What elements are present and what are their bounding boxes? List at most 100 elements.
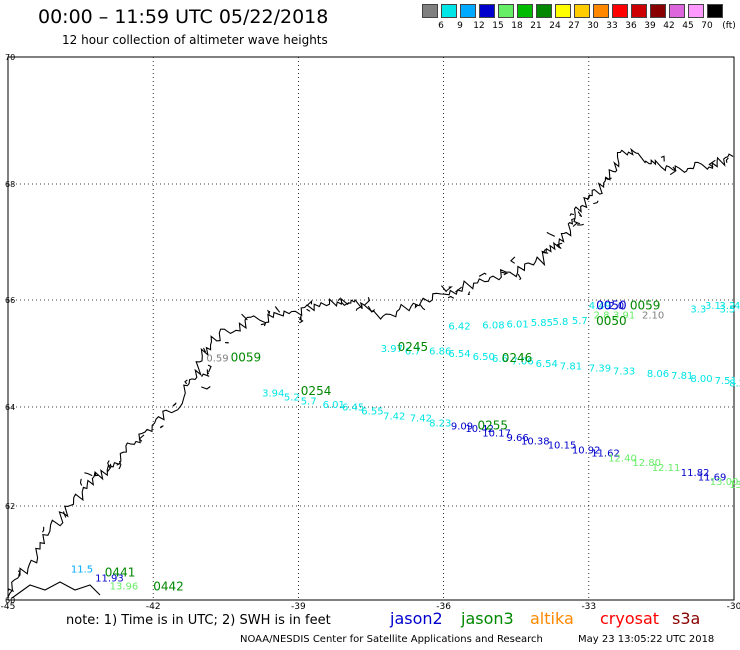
fjord-segment <box>337 297 341 302</box>
wave-height-label: 6.55 <box>361 406 383 417</box>
fjord-segment <box>478 272 487 277</box>
wave-height-label: 11.5 <box>71 565 93 576</box>
fjord-segment <box>546 231 556 237</box>
wave-height-label: 8.26 <box>729 379 740 390</box>
fjord-segment <box>708 159 716 168</box>
wave-height-label: 6.7 <box>405 347 421 358</box>
wave-height-label: 13.96 <box>110 582 139 593</box>
fjord-segment <box>267 309 271 316</box>
wave-height-label: 3.2 <box>720 301 736 312</box>
fjord-segment <box>445 286 453 292</box>
wave-height-label: 10.92 <box>572 446 601 457</box>
fjord-segment <box>510 256 516 264</box>
scale-tick-label: 30 <box>587 21 599 31</box>
scale-tick-label: 39 <box>644 21 656 31</box>
scale-swatch <box>479 4 495 18</box>
wave-height-label: 5.7 <box>301 396 317 407</box>
fjord-segment <box>542 248 549 254</box>
scale-tick-label: 27 <box>568 21 580 31</box>
fjord-segment <box>206 369 210 376</box>
latitude-tick-label: 60 <box>5 596 15 605</box>
fjord-segment <box>576 223 584 226</box>
wave-height-label: 6.42 <box>448 321 470 332</box>
wave-height-label: 6.01 <box>507 319 529 330</box>
wave-height-label: 3.94 <box>262 388 284 399</box>
scale-tick-label: 12 <box>473 21 485 31</box>
wave-height-label: 11.69 <box>698 472 727 483</box>
wave-height-label: 0.59 <box>206 354 228 365</box>
fjord-segment <box>298 318 304 324</box>
wave-height-label: 7.42 <box>410 413 432 424</box>
wave-height-label: 7.39 <box>589 364 611 375</box>
wave-height-label: 10.38 <box>521 437 550 448</box>
scale-unit-label: (ft) <box>722 21 736 31</box>
fjord-segment <box>363 297 371 306</box>
fjord-segment <box>116 460 122 466</box>
wave-height-label: 8.00 <box>690 374 712 385</box>
scale-swatch <box>612 4 628 18</box>
fjord-segment <box>660 155 665 162</box>
scale-swatch <box>555 4 571 18</box>
latitude-tick-label: 64 <box>5 403 15 412</box>
longitude-tick-label: -39 <box>291 602 306 612</box>
wave-height-label: 5.85 <box>531 318 553 329</box>
fjord-segment <box>172 402 177 407</box>
chart-title: 00:00 – 11:59 UTC 05/22/2018 <box>38 6 329 28</box>
wave-height-label: 6.86 <box>429 347 451 358</box>
wave-height-label: 9.66 <box>507 433 529 444</box>
wave-height-label: 9.09 <box>451 421 473 432</box>
scale-tick-label: 6 <box>438 21 444 31</box>
longitude-tick-label: -42 <box>146 602 161 612</box>
fjord-segment <box>604 177 612 181</box>
fjord-segment <box>7 588 15 592</box>
wave-height-label: 5.8 <box>553 317 569 328</box>
fjord-segment <box>573 217 581 225</box>
fjord-segment <box>367 305 376 313</box>
scale-swatch <box>707 4 723 18</box>
fjord-segment <box>593 200 599 205</box>
fjord-segment <box>42 526 45 533</box>
wave-height-label: 7.81 <box>560 362 582 373</box>
scale-tick-label: 24 <box>549 21 561 31</box>
fjord-segment <box>118 463 122 470</box>
chart-subtitle: 12 hour collection of altimeter wave hei… <box>62 33 328 47</box>
wave-height-label: 12.40 <box>608 454 637 465</box>
longitude-tick-label: -36 <box>436 602 451 612</box>
wave-height-label: 11.82 <box>681 468 710 479</box>
wave-height-label: 10.15 <box>548 441 577 452</box>
longitude-tick-label: -33 <box>581 602 596 612</box>
wave-height-label: 3.1 <box>705 301 721 312</box>
scale-swatch <box>593 4 609 18</box>
satellite-legend-s3a: s3a <box>672 609 701 628</box>
longitude-tick-label: -30 <box>727 602 740 612</box>
wave-height-label: 3.97 <box>381 344 403 355</box>
fjord-segment <box>224 341 229 344</box>
fjord-segment <box>159 425 164 429</box>
wave-height-label: 6.45 <box>342 403 364 414</box>
fjord-segment <box>587 194 591 201</box>
fjord-segment <box>419 303 426 311</box>
scale-tick-label: 36 <box>625 21 637 31</box>
fjord-segment <box>306 308 311 312</box>
pass-time-label: 0441 <box>105 566 136 580</box>
scale-tick-label: 9 <box>457 21 463 31</box>
pass-time-label: 0050 <box>596 299 627 313</box>
map-frame <box>7 56 735 601</box>
scale-swatch <box>574 4 590 18</box>
generation-timestamp: May 23 13:05:22 UTC 2018 <box>578 634 715 645</box>
scale-swatch <box>422 4 438 18</box>
scale-swatch <box>460 4 476 18</box>
pass-time-label: 0254 <box>301 384 332 398</box>
wave-height-label: 7.42 <box>383 411 405 422</box>
satellite-legend-jason3: jason3 <box>461 609 514 628</box>
wave-height-label: 7.81 <box>671 371 693 382</box>
fjord-segment <box>84 472 93 477</box>
scale-swatch <box>650 4 666 18</box>
fjord-segment <box>569 213 575 217</box>
fjord-segment <box>577 211 583 218</box>
fjord-segment <box>341 302 350 306</box>
wave-height-label: 4.49 <box>589 301 611 312</box>
scale-swatch <box>517 4 533 18</box>
wave-height-label: 12.80 <box>632 458 661 469</box>
